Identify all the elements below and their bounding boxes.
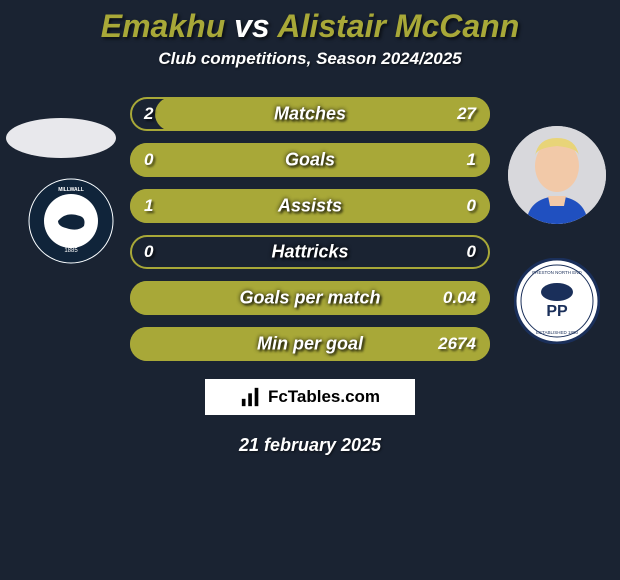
brand-text: FcTables.com: [268, 387, 380, 407]
stat-label: Goals per match: [239, 288, 380, 309]
stat-value-right: 0.04: [443, 288, 476, 308]
stat-row: Min per goal 2674: [130, 327, 490, 361]
date-text: 21 february 2025: [0, 435, 620, 456]
stat-row: Goals per match 0.04: [130, 281, 490, 315]
stats-area: 2 Matches 27 0 Goals 1 1 Assists 0 0 Hattricks 0 Goa…: [0, 97, 620, 361]
chart-icon: [240, 386, 262, 408]
stat-value-left: 0: [144, 150, 153, 170]
stat-value-left: 0: [144, 242, 153, 262]
stat-label: Goals: [285, 150, 335, 171]
vs-text: vs: [234, 8, 270, 44]
stat-label: Assists: [278, 196, 342, 217]
stat-value-left: 1: [144, 196, 153, 216]
stat-row: 0 Goals 1: [130, 143, 490, 177]
stat-row: 1 Assists 0: [130, 189, 490, 223]
stat-value-right: 1: [467, 150, 476, 170]
player2-name: Alistair McCann: [277, 8, 519, 44]
stat-value-right: 2674: [438, 334, 476, 354]
stat-row: 0 Hattricks 0: [130, 235, 490, 269]
player1-name: Emakhu: [101, 8, 225, 44]
stat-row: 2 Matches 27: [130, 97, 490, 131]
stat-value-right: 27: [457, 104, 476, 124]
subtitle: Club competitions, Season 2024/2025: [0, 49, 620, 69]
stat-value-right: 0: [467, 242, 476, 262]
brand-badge: FcTables.com: [205, 379, 415, 415]
stat-label: Matches: [274, 104, 346, 125]
stat-value-right: 0: [467, 196, 476, 216]
stat-value-left: 2: [144, 104, 153, 124]
stat-label: Min per goal: [257, 334, 363, 355]
stat-label: Hattricks: [271, 242, 348, 263]
comparison-title: Emakhu vs Alistair McCann: [0, 8, 620, 45]
